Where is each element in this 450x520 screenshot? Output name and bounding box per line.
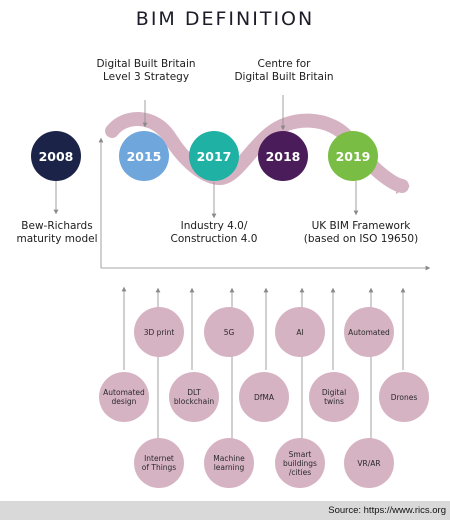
- label-bew-richards: Bew-Richards maturity model: [16, 220, 98, 245]
- page-title: BIM DEFINITION: [135, 8, 315, 30]
- tech-dfma: DfMA: [239, 372, 289, 422]
- year-2018: 2018: [258, 131, 308, 181]
- tech-machine-learning: Machine learning: [204, 438, 254, 488]
- year-2015: 2015: [119, 131, 169, 181]
- tech-automated-design: Automated design: [99, 372, 149, 422]
- label-uk-bim-framework: UK BIM Framework (based on ISO 19650): [303, 220, 419, 245]
- label-cdbb: Centre for Digital Built Britain: [234, 58, 334, 83]
- source-footer: Source: https://www.rics.org: [0, 501, 450, 520]
- tech-automated: Automated: [344, 307, 394, 357]
- source-text: Source: https://www.rics.org: [328, 505, 446, 516]
- tech-smart-buildings: Smart buildings /cities: [275, 438, 325, 488]
- tech-3d-print: 3D print: [134, 307, 184, 357]
- tech-ai: AI: [275, 307, 325, 357]
- tech-digital-twins: Digital twins: [309, 372, 359, 422]
- year-2017: 2017: [189, 131, 239, 181]
- label-dbb-strategy: Digital Built Britain Level 3 Strategy: [96, 58, 196, 83]
- year-2008: 2008: [31, 131, 81, 181]
- tech-internet-of-things: Internet of Things: [134, 438, 184, 488]
- tech-dlt-blockchain: DLT blockchain: [169, 372, 219, 422]
- tech-5g: 5G: [204, 307, 254, 357]
- tech-drones: Drones: [379, 372, 429, 422]
- tech-vr-ar: VR/AR: [344, 438, 394, 488]
- label-industry-4: Industry 4.0/ Construction 4.0: [170, 220, 258, 245]
- year-2019: 2019: [328, 131, 378, 181]
